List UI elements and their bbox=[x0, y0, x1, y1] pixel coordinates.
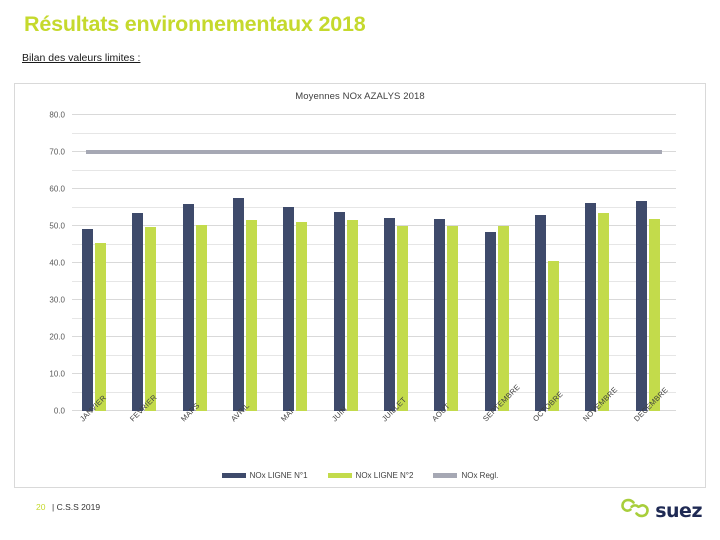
section-subtitle: Bilan des valeurs limites : bbox=[22, 52, 141, 64]
bar-group bbox=[173, 115, 223, 411]
bar-ligne2[interactable] bbox=[145, 227, 157, 411]
gridline bbox=[72, 114, 676, 115]
legend-label: NOx LIGNE N°2 bbox=[355, 471, 414, 480]
chart-title: Moyennes NOx AZALYS 2018 bbox=[295, 91, 425, 102]
chart-plot-area: 0.0 10.0 20.0 30.0 40.0 50.0 60.0 70.0 80.0 bbox=[49, 111, 676, 416]
gridline-minor bbox=[72, 243, 676, 245]
bar-ligne2[interactable] bbox=[598, 213, 610, 411]
y-axis-tick-label: 40.0 bbox=[49, 258, 65, 268]
y-axis-tick-label: 60.0 bbox=[49, 184, 65, 194]
y-axis-tick-label: 10.0 bbox=[49, 369, 65, 379]
y-axis-tick-label: 0.0 bbox=[53, 406, 65, 416]
chart-panel: Moyennes NOx AZALYS 2018 0.0 10.0 20.0 30.0… bbox=[14, 83, 706, 488]
bar-ligne2[interactable] bbox=[497, 226, 509, 411]
bar-ligne1[interactable] bbox=[484, 231, 496, 411]
gridline bbox=[72, 373, 676, 374]
suez-swirl-icon bbox=[620, 496, 650, 525]
bar-group bbox=[122, 115, 172, 411]
bar-group bbox=[72, 115, 122, 411]
bar-group bbox=[525, 115, 575, 411]
gridline bbox=[72, 188, 676, 189]
gridline bbox=[72, 262, 676, 263]
bar-ligne2[interactable] bbox=[447, 226, 459, 411]
reference-line-nox-regl bbox=[86, 150, 662, 154]
legend-item-nox-regl[interactable]: NOx Regl. bbox=[433, 471, 498, 480]
bar-group bbox=[626, 115, 676, 411]
y-axis-tick-label: 30.0 bbox=[49, 295, 65, 305]
footer-page-number: 20 bbox=[36, 502, 46, 512]
y-axis-tick-label: 20.0 bbox=[49, 332, 65, 342]
bar-ligne2[interactable] bbox=[296, 221, 308, 411]
bar-ligne1[interactable] bbox=[535, 214, 546, 411]
suez-logo: suez bbox=[620, 496, 702, 525]
bar-ligne2[interactable] bbox=[548, 261, 559, 411]
suez-wordmark: suez bbox=[655, 499, 702, 522]
chart-legend: NOx LIGNE N°1 NOx LIGNE N°2 NOx Regl. bbox=[15, 471, 705, 480]
bar-ligne1[interactable] bbox=[283, 206, 295, 411]
bar-ligne1[interactable] bbox=[635, 200, 647, 411]
bar-ligne2[interactable] bbox=[195, 224, 207, 411]
bar-ligne1[interactable] bbox=[82, 228, 93, 411]
gridline-minor bbox=[72, 169, 676, 171]
bar-ligne2[interactable] bbox=[95, 243, 106, 411]
bar-group bbox=[324, 115, 374, 411]
bar-ligne1[interactable] bbox=[233, 197, 244, 411]
legend-label: NOx LIGNE N°1 bbox=[249, 471, 308, 480]
y-axis-tick-label: 80.0 bbox=[49, 110, 65, 120]
legend-swatch bbox=[433, 473, 458, 478]
y-axis-tick-label: 70.0 bbox=[49, 147, 65, 157]
bar-ligne2[interactable] bbox=[346, 220, 358, 411]
bar-ligne1[interactable] bbox=[333, 211, 345, 411]
legend-label: NOx Regl. bbox=[461, 471, 499, 480]
bar-group bbox=[424, 115, 474, 411]
gridline-minor bbox=[72, 317, 676, 319]
bar-ligne1[interactable] bbox=[132, 212, 144, 411]
legend-swatch bbox=[221, 473, 246, 478]
gridline bbox=[72, 299, 676, 300]
bar-ligne1[interactable] bbox=[434, 218, 446, 411]
bar-ligne2[interactable] bbox=[397, 225, 408, 411]
y-axis-tick-label: 50.0 bbox=[49, 221, 65, 231]
bar-ligne1[interactable] bbox=[384, 217, 395, 411]
bar-group bbox=[223, 115, 273, 411]
bar-ligne2[interactable] bbox=[246, 220, 257, 411]
bar-group bbox=[374, 115, 424, 411]
footer-label: | C.S.S 2019 bbox=[52, 502, 101, 512]
bar-group bbox=[273, 115, 323, 411]
bar-ligne1[interactable] bbox=[182, 203, 194, 411]
legend-item-ligne2[interactable]: NOx LIGNE N°2 bbox=[327, 471, 414, 480]
gridline-minor bbox=[72, 354, 676, 356]
gridline-minor bbox=[72, 132, 676, 134]
bar-group bbox=[575, 115, 625, 411]
bar-group bbox=[475, 115, 525, 411]
gridline-minor bbox=[72, 391, 676, 393]
legend-swatch bbox=[327, 473, 352, 478]
gridline bbox=[72, 225, 676, 226]
gridline-minor bbox=[72, 280, 676, 282]
gridline-minor bbox=[72, 206, 676, 208]
legend-item-ligne1[interactable]: NOx LIGNE N°1 bbox=[221, 471, 308, 480]
bar-ligne1[interactable] bbox=[585, 203, 597, 411]
gridline bbox=[72, 410, 676, 411]
gridline bbox=[72, 336, 676, 337]
page-title: Résultats environnementaux 2018 bbox=[24, 12, 366, 36]
bar-ligne2[interactable] bbox=[648, 218, 660, 411]
